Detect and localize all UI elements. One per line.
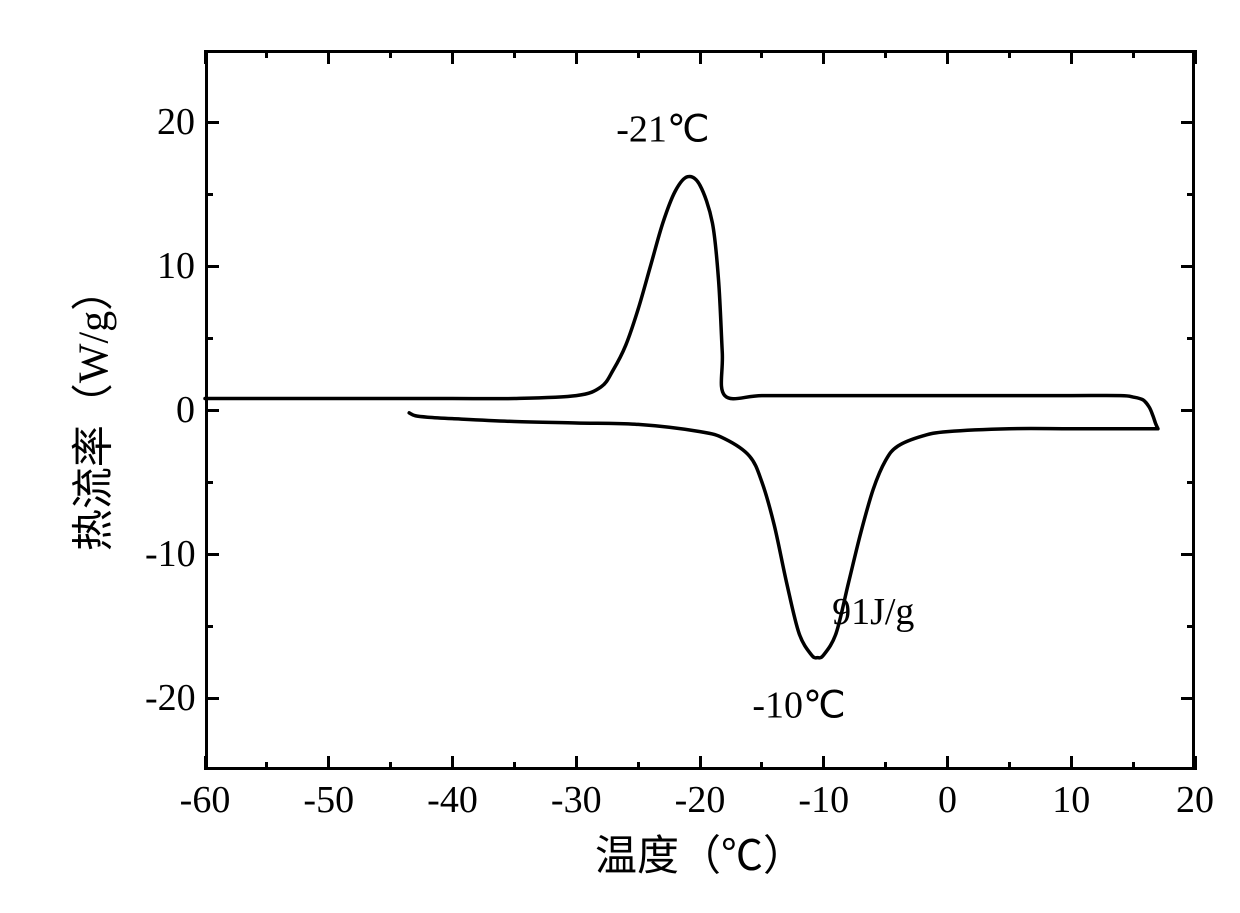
x-tick-label: 0 <box>938 778 957 822</box>
y-tick-label: -10 <box>145 532 195 576</box>
x-tick-label: -10 <box>798 778 849 822</box>
y-tick-label: -20 <box>145 676 195 720</box>
x-axis-label: 温度（℃） <box>595 822 805 883</box>
x-tick-label: 10 <box>1052 778 1090 822</box>
x-tick-label: 20 <box>1176 778 1214 822</box>
annotation: -21℃ <box>616 107 709 152</box>
y-tick-label: 10 <box>145 244 195 288</box>
y-axis-label: 热流率（W/g） <box>60 269 121 551</box>
x-tick-label: -30 <box>551 778 602 822</box>
annotation: 91J/g <box>832 590 914 634</box>
x-tick-label: -20 <box>675 778 726 822</box>
annotation: -10℃ <box>752 683 845 728</box>
x-tick-label: -50 <box>303 778 354 822</box>
x-tick-label: -60 <box>180 778 231 822</box>
y-tick-label: 20 <box>145 100 195 144</box>
x-tick-label: -40 <box>427 778 478 822</box>
y-tick-label: 0 <box>145 388 195 432</box>
dsc-chart: 温度（℃） 热流率（W/g） -60 -50 -40 -30 -20 -10 0 10 20 -2… <box>55 40 1205 885</box>
